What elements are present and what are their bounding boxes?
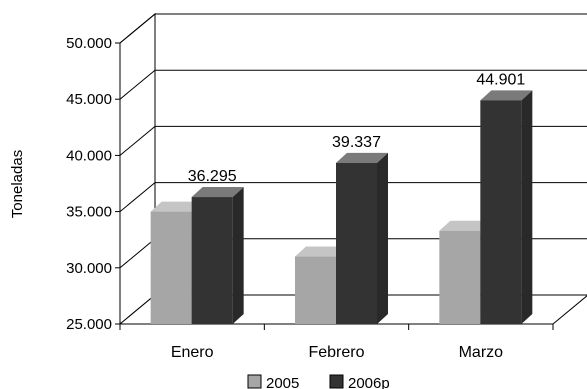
bar-top [480,90,533,101]
bar-top [439,220,492,231]
data-label: 36.295 [188,168,237,185]
bar-front [480,100,522,324]
bar-top [191,187,244,198]
bar-top [295,246,347,257]
labels: 25.000 30.000 35.000 40.000 45.000 50.000 Tone… [9,35,525,361]
bar-front [191,197,233,324]
bar-top [150,201,203,212]
bar-front [295,256,336,324]
bar-front [439,230,481,324]
data-label: 39.337 [332,134,381,151]
gridline-side [119,238,156,269]
bar-front [336,162,377,324]
bar-side [377,152,388,324]
y-tick-label: 35.000 [66,204,112,221]
legend: 2005 2006p [247,374,390,389]
gridline-side [119,182,156,212]
gridline-side [119,126,156,156]
y-tick-label: 40.000 [66,147,112,164]
y-tick-label: 45.000 [66,91,112,108]
gridline-side [119,13,156,44]
bar [336,152,388,324]
y-axis-label: Toneladas [9,150,26,218]
data-label: 44.901 [476,71,525,88]
bar-top [336,152,388,163]
legend-swatch [247,374,262,389]
gridline-side [119,69,156,100]
bar-side [521,90,533,324]
bar [480,90,533,324]
side-wall [119,12,156,326]
legend-label: 2005 [266,375,299,389]
bar-front [150,211,192,324]
legend-swatch [329,374,344,389]
x-tick-label: Febrero [308,344,364,361]
y-tick-label: 25.000 [66,316,112,333]
x-tick-label: Enero [171,344,214,361]
bars [150,90,533,324]
y-tick-label: 30.000 [66,260,112,277]
x-tick-label: Marzo [459,344,504,361]
legend-label: 2006p [348,375,390,389]
y-tick-label: 50.000 [66,35,112,52]
bar-side [232,187,244,324]
bar [191,187,244,324]
